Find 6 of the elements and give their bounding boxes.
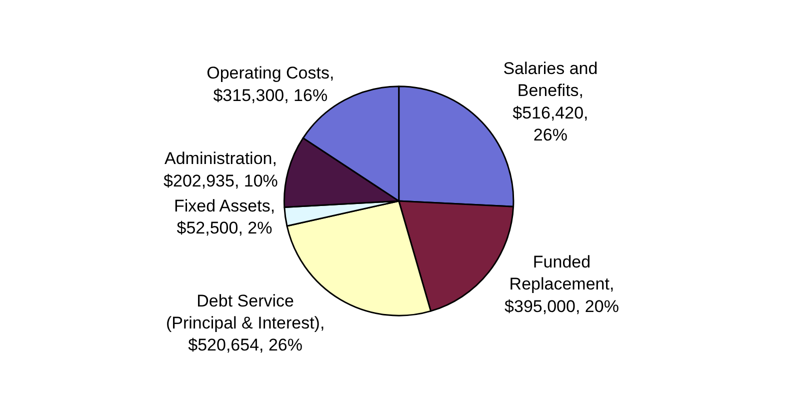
slice-label: Operating Costs, $315,300, 16%	[206, 64, 334, 105]
slice-label: Debt Service (Principal & Interest), $520,654, 26%	[166, 291, 325, 355]
slice-label: Fixed Assets, $52,500, 2%	[174, 196, 276, 238]
slice-label: Salaries and Benefits, $516,420, 26%	[503, 59, 598, 144]
slice-label: Funded Replacement, $395,000, 20%	[504, 252, 619, 316]
slice-label: Administration, $202,935, 10%	[164, 149, 278, 190]
